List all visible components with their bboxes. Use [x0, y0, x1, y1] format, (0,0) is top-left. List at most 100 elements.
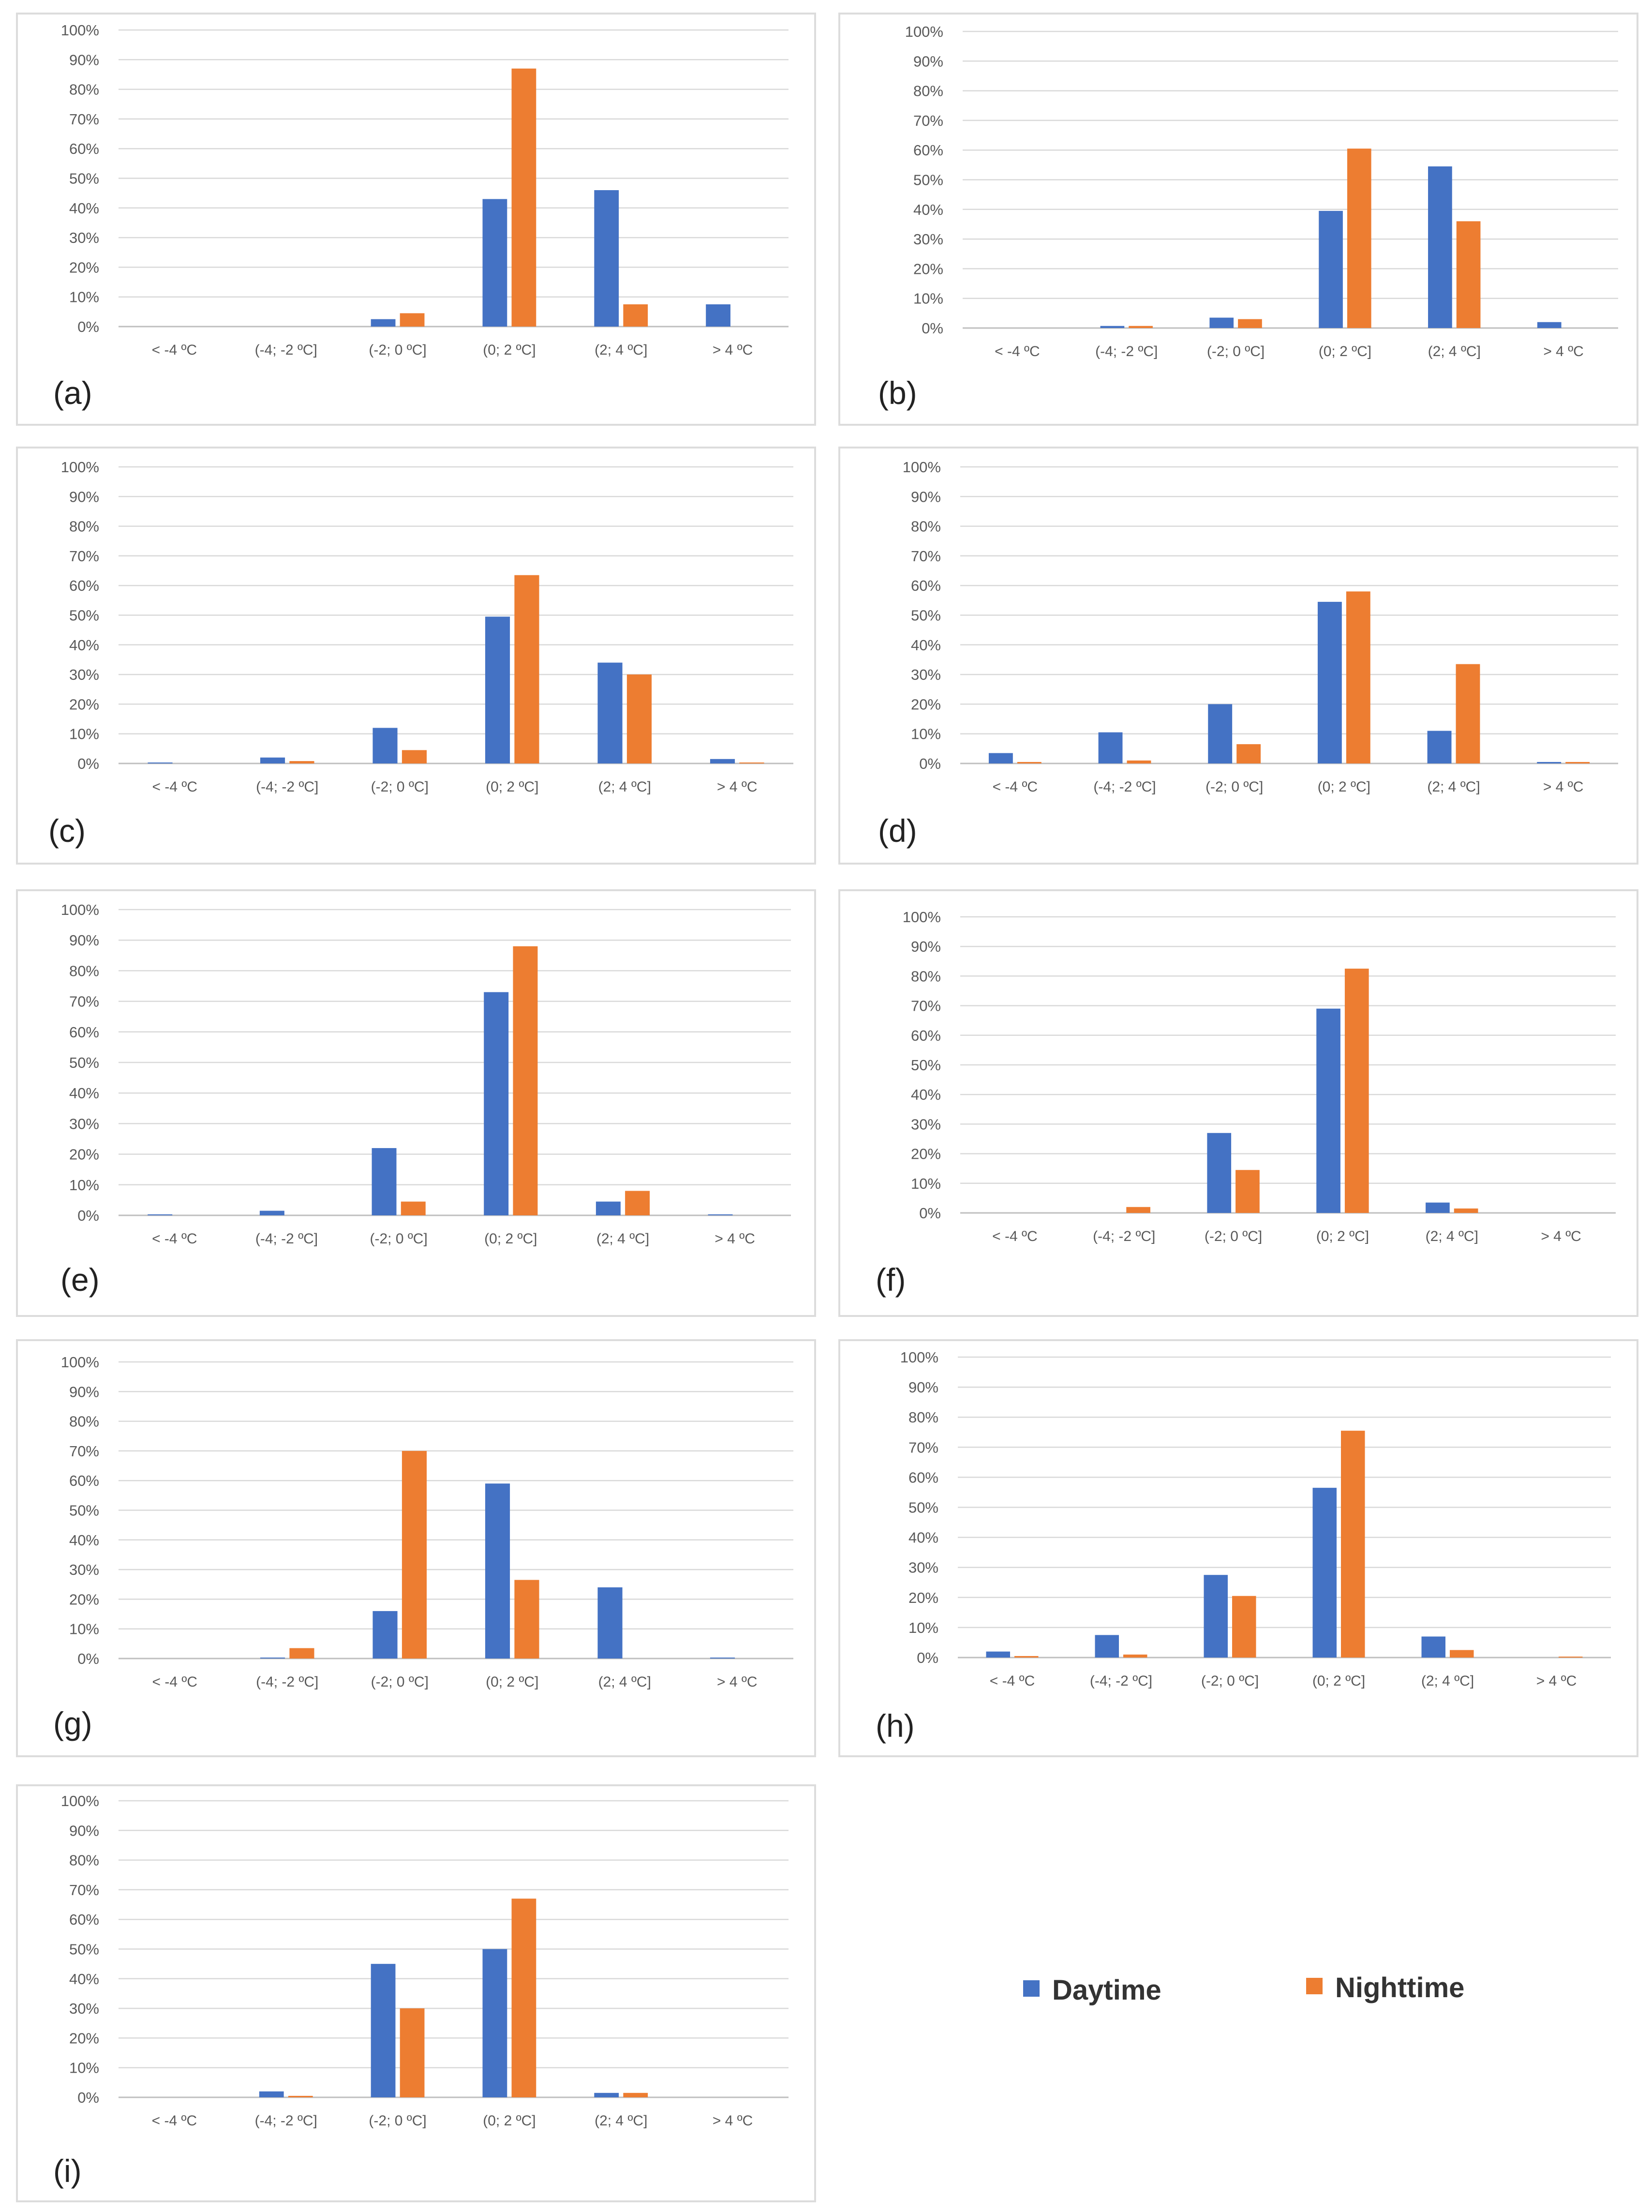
bar-daytime-6 — [710, 1658, 735, 1659]
x-tick-label: (0; 2 ºC] — [1316, 1228, 1369, 1244]
y-tick-label: 40% — [69, 637, 99, 654]
y-tick-label: 10% — [69, 1177, 99, 1194]
chart-panel-4: 0% 10% 20% 30% 40% 50% 60% 70% 80% 90% 100% < -4 ºC… — [838, 447, 1638, 865]
panel-frame — [16, 889, 816, 1317]
x-tick-label: > 4 ºC — [1543, 344, 1584, 359]
chart-panel-7: 0% 10% 20% 30% 40% 50% 60% 70% 80% 90% 100% < -4 ºC… — [16, 1339, 816, 1757]
panel-label: (b) — [878, 375, 917, 411]
y-tick-label: 50% — [69, 170, 99, 187]
bar-daytime-2 — [1100, 326, 1125, 328]
bar-daytime-3 — [372, 728, 398, 763]
y-tick-label: 40% — [69, 200, 99, 217]
y-tick-label: 40% — [908, 1529, 938, 1546]
bar-daytime-5 — [597, 662, 623, 763]
bar-daytime-2 — [260, 1658, 285, 1659]
bar-nighttime-1 — [1017, 762, 1042, 763]
x-tick-label: > 4 ºC — [1541, 1228, 1581, 1244]
y-tick-label: 60% — [913, 142, 943, 159]
chart-panel-3: 0% 10% 20% 30% 40% 50% 60% 70% 80% 90% 100% < -4 ºC… — [16, 447, 816, 865]
x-tick-label: (-4; -2 ºC] — [255, 1231, 318, 1247]
x-tick-label: (-4; -2 ºC] — [1093, 779, 1156, 795]
bar-nighttime-4 — [1344, 969, 1369, 1213]
x-tick-label: < -4 ºC — [992, 1228, 1038, 1244]
x-tick-label: (-2; 0 ºC] — [371, 1674, 429, 1690]
bar-nighttime-4 — [511, 1898, 536, 2097]
y-tick-label: 90% — [69, 51, 99, 68]
y-tick-label: 40% — [911, 1086, 941, 1103]
y-tick-label: 10% — [69, 289, 99, 306]
bar-daytime-3 — [372, 1148, 397, 1215]
chart-panel-9: 0% 10% 20% 30% 40% 50% 60% 70% 80% 90% 100% < -4 ºC… — [16, 1784, 816, 2202]
bar-daytime-5 — [594, 2092, 619, 2097]
panel-frame — [16, 1339, 816, 1757]
y-tick-label: 70% — [69, 1443, 99, 1460]
x-tick-label: (-4; -2 ºC] — [1095, 344, 1158, 359]
bar-daytime-4 — [482, 1949, 507, 2097]
legend: Daytime Nighttime — [1023, 1972, 1464, 2006]
bar-daytime-5 — [1426, 1202, 1450, 1213]
x-tick-label: (-2; 0 ºC] — [1207, 344, 1265, 359]
bar-nighttime-4 — [1347, 149, 1371, 328]
y-tick-label: 40% — [911, 637, 941, 654]
x-tick-label: (-2; 0 ºC] — [369, 2113, 426, 2129]
bar-nighttime-5 — [1456, 664, 1480, 763]
bar-daytime-2 — [260, 757, 285, 763]
bar-daytime-4 — [485, 1483, 510, 1659]
bar-nighttime-3 — [400, 313, 425, 327]
bar-daytime-3 — [372, 1611, 398, 1659]
y-tick-label: 70% — [69, 548, 99, 565]
y-tick-label: 20% — [69, 1591, 99, 1608]
bar-nighttime-6 — [739, 762, 764, 763]
y-tick-label: 80% — [69, 1413, 99, 1430]
bar-daytime-3 — [371, 1964, 396, 2097]
y-tick-label: 0% — [77, 1207, 99, 1224]
bar-nighttime-5 — [1450, 1650, 1474, 1658]
x-tick-label: (-4; -2 ºC] — [1090, 1673, 1152, 1689]
x-tick-label: > 4 ºC — [713, 2113, 753, 2129]
y-tick-label: 50% — [911, 607, 941, 624]
x-tick-label: > 4 ºC — [1536, 1673, 1577, 1689]
bar-daytime-4 — [485, 616, 510, 763]
y-tick-label: 30% — [69, 1115, 99, 1132]
bar-nighttime-4 — [511, 68, 536, 327]
y-tick-label: 0% — [77, 1650, 99, 1667]
bar-nighttime-3 — [402, 1450, 427, 1659]
y-tick-label: 60% — [908, 1469, 938, 1486]
bar-nighttime-3 — [402, 750, 427, 763]
x-tick-label: < -4 ºC — [995, 344, 1040, 359]
x-tick-label: < -4 ºC — [993, 779, 1038, 795]
bar-nighttime-2 — [1126, 1207, 1150, 1213]
y-tick-label: 0% — [919, 755, 941, 772]
y-tick-label: 90% — [69, 932, 99, 949]
bar-nighttime-4 — [514, 575, 539, 763]
y-tick-label: 90% — [908, 1379, 938, 1396]
y-tick-label: 70% — [911, 548, 941, 565]
y-tick-label: 50% — [911, 1057, 941, 1074]
x-tick-label: < -4 ºC — [152, 1674, 198, 1690]
x-tick-label: (0; 2 ºC] — [484, 1231, 537, 1247]
bar-daytime-4 — [484, 992, 509, 1215]
panel-frame — [838, 13, 1638, 426]
y-tick-label: 20% — [69, 259, 99, 276]
panel-frame — [838, 1339, 1638, 1757]
bar-nighttime-3 — [1232, 1596, 1256, 1658]
y-tick-label: 90% — [911, 488, 941, 505]
y-tick-label: 40% — [69, 1085, 99, 1102]
bar-daytime-3 — [371, 319, 396, 327]
y-tick-label: 0% — [917, 1649, 938, 1666]
y-tick-label: 10% — [69, 2060, 99, 2077]
x-tick-label: (0; 2 ºC] — [1312, 1673, 1365, 1689]
y-tick-label: 70% — [911, 998, 941, 1015]
y-tick-label: 100% — [61, 22, 99, 39]
y-tick-label: 0% — [922, 320, 943, 337]
bar-nighttime-5 — [623, 2092, 648, 2097]
bar-daytime-3 — [1209, 317, 1234, 328]
bar-daytime-4 — [1319, 210, 1343, 328]
y-tick-label: 70% — [69, 993, 99, 1010]
y-tick-label: 10% — [911, 726, 941, 743]
chart-panel-5: 0% 10% 20% 30% 40% 50% 60% 70% 80% 90% 100% < -4 ºC… — [16, 889, 816, 1317]
bar-daytime-6 — [1537, 762, 1562, 763]
bar-daytime-3 — [1207, 1133, 1232, 1213]
bar-nighttime-5 — [626, 674, 652, 763]
y-tick-label: 60% — [69, 1911, 99, 1928]
